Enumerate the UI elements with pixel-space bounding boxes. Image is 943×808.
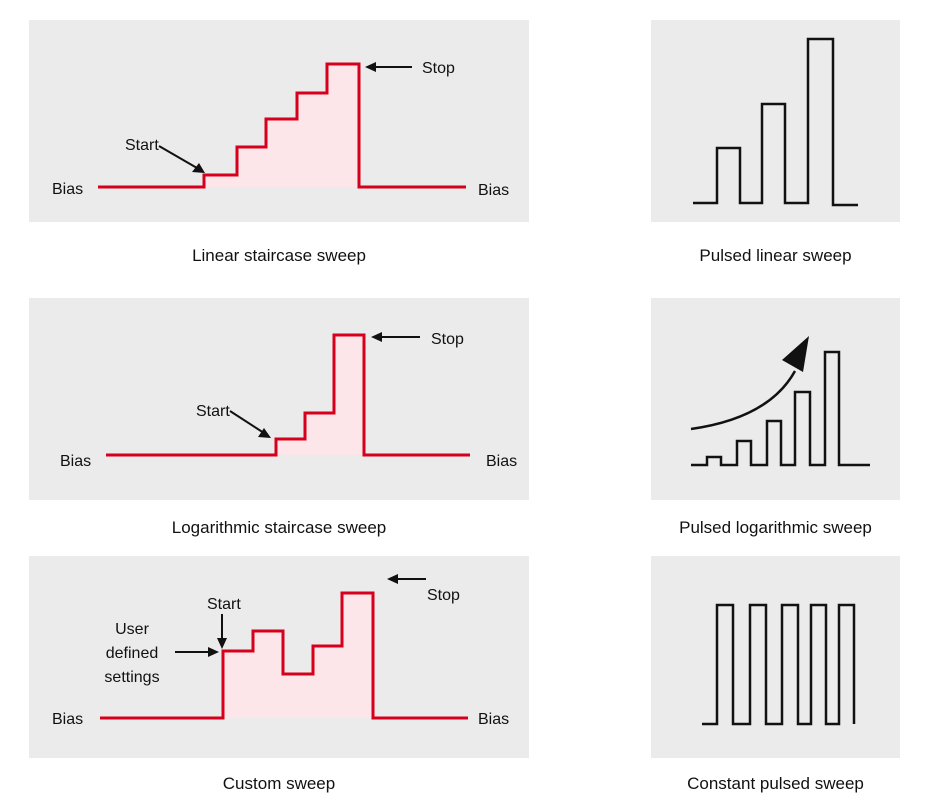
log-staircase-waveform (106, 333, 470, 457)
linear-stop-arrowhead (365, 62, 376, 72)
custom-start-arrowhead (217, 638, 227, 649)
constant-pulsed-waveform (702, 603, 856, 726)
pulsed-log-trend-arrowhead (782, 336, 809, 372)
constant-pulsed-panel (651, 556, 900, 758)
pulsed-log-trend-curve (690, 370, 797, 431)
log-bias-left-label: Bias (60, 453, 91, 470)
pulsed-log-caption: Pulsed logarithmic sweep (679, 518, 872, 537)
log-stop-arrowhead (371, 332, 382, 342)
custom-bias-right-label: Bias (478, 711, 509, 728)
log-start-arrow (229, 410, 265, 434)
pulsed-log-panel (651, 298, 900, 500)
linear-start-arrowhead (192, 163, 205, 173)
log-stop-label: Stop (431, 331, 464, 348)
linear-staircase-panel: Bias Bias Start Stop (29, 20, 529, 222)
custom-stop-arrowhead (387, 574, 398, 584)
log-staircase-panel: Bias Bias Start Stop (29, 298, 529, 500)
pulsed-log-waveform (691, 350, 870, 467)
log-bias-right-label: Bias (486, 453, 517, 470)
linear-staircase-fill (204, 64, 359, 187)
linear-start-arrow (158, 145, 198, 169)
constant-pulsed-diagram (702, 603, 856, 726)
custom-sweep-panel: Bias Bias Start Stop User defined settin… (29, 556, 529, 758)
linear-staircase-diagram: Bias Bias Start Stop (52, 60, 509, 199)
linear-staircase-caption: Linear staircase sweep (192, 246, 366, 265)
custom-user-label-line2: defined (106, 645, 159, 662)
linear-stop-label: Stop (422, 60, 455, 77)
log-staircase-caption: Logarithmic staircase sweep (171, 518, 387, 537)
pulsed-linear-diagram (693, 37, 858, 207)
log-start-label: Start (196, 403, 230, 420)
custom-sweep-waveform (100, 591, 468, 720)
custom-user-label-line3: settings (104, 669, 159, 686)
custom-bias-left-label: Bias (52, 711, 83, 728)
log-start-arrowhead (258, 428, 271, 438)
pulsed-linear-waveform (693, 37, 858, 207)
custom-stop-label: Stop (427, 587, 460, 604)
custom-sweep-caption: Custom sweep (222, 774, 336, 793)
custom-sweep-diagram: Bias Bias Start Stop User defined settin… (52, 574, 509, 728)
custom-start-label: Start (207, 596, 241, 613)
custom-sweep-fill (223, 593, 373, 718)
custom-user-label-line1: User (115, 621, 149, 638)
custom-user-arrowhead (208, 647, 219, 657)
constant-pulsed-caption: Constant pulsed sweep (687, 774, 864, 793)
pulsed-linear-caption: Pulsed linear sweep (699, 246, 852, 265)
linear-start-label: Start (125, 137, 159, 154)
log-staircase-fill (276, 335, 364, 455)
log-staircase-diagram: Bias Bias Start Stop (60, 331, 517, 470)
linear-bias-right-label: Bias (478, 182, 509, 199)
linear-staircase-waveform (98, 62, 466, 189)
pulsed-log-diagram (690, 336, 870, 467)
linear-bias-left-label: Bias (52, 181, 83, 198)
pulsed-linear-panel (651, 20, 900, 222)
